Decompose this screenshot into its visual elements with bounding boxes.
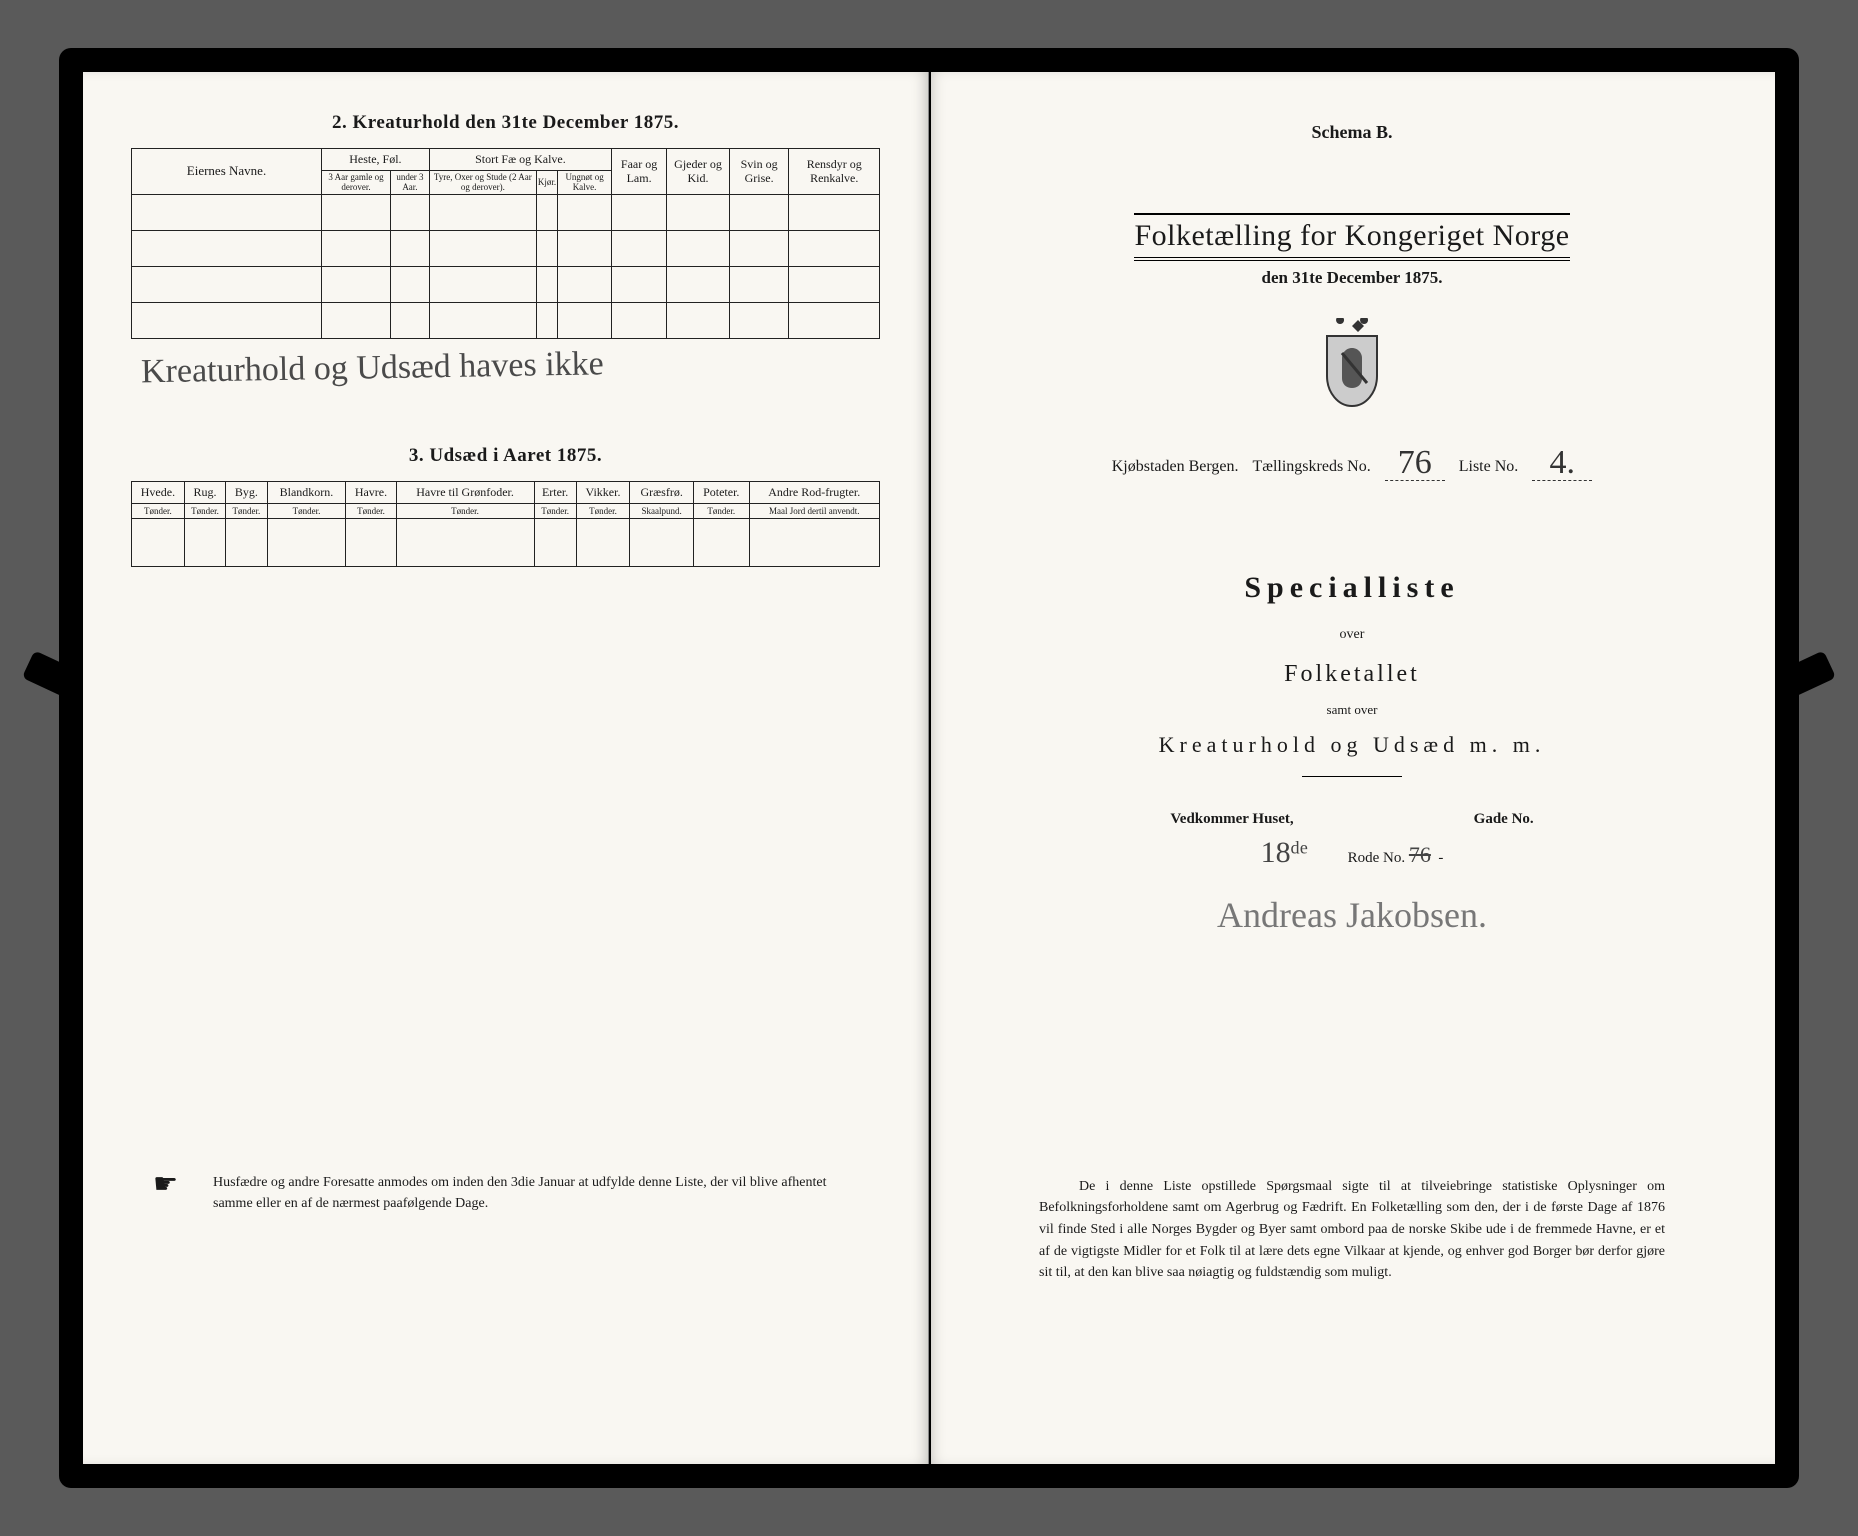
folketallet-heading: Folketallet xyxy=(977,661,1727,688)
book-frame: 2. Kreaturhold den 31te December 1875. E… xyxy=(59,48,1799,1488)
t3-col: Havre til Grønfoder. xyxy=(396,482,534,504)
location-row: Kjøbstaden Bergen. Tællingskreds No. 76 … xyxy=(977,442,1727,481)
t2-name-header: Eiernes Navne. xyxy=(132,149,322,195)
left-footer: Husfædre og andre Foresatte anmodes om i… xyxy=(153,1172,868,1214)
kjobstad-label: Kjøbstaden Bergen. xyxy=(1112,458,1239,476)
t3-col: Andre Rod-frugter. xyxy=(749,482,879,504)
huset-label: Vedkommer Huset, xyxy=(1170,811,1293,828)
left-footer-text: Husfædre og andre Foresatte anmodes om i… xyxy=(213,1175,826,1211)
taellingskreds-value: 76 xyxy=(1398,444,1432,481)
liste-label: Liste No. xyxy=(1459,458,1519,476)
t3-unit: Tønder. xyxy=(346,504,396,519)
taellingskreds-label: Tællingskreds No. xyxy=(1253,458,1371,476)
t3-unit: Tønder. xyxy=(693,504,749,519)
rode-label: Rode No. xyxy=(1348,850,1406,866)
huset-row: Vedkommer Huset, Gade No. xyxy=(977,811,1727,828)
gade-label: Gade No. xyxy=(1474,811,1534,828)
t3-col: Byg. xyxy=(226,482,267,504)
t3-unit: Tønder. xyxy=(132,504,185,519)
pointing-hand-icon xyxy=(153,1172,203,1194)
t3-col: Poteter. xyxy=(693,482,749,504)
t3-col: Havre. xyxy=(346,482,396,504)
census-subtitle: den 31te December 1875. xyxy=(977,268,1727,288)
book-spine xyxy=(929,48,931,1488)
huset-fill-row: 18ᵈᵉ Rode No. 76 - xyxy=(977,836,1727,870)
t3-col: Vikker. xyxy=(576,482,630,504)
t2-title: 2. Kreaturhold den 31te December 1875. xyxy=(131,112,880,134)
schema-label: Schema B. xyxy=(977,122,1727,143)
liste-value: 4. xyxy=(1550,444,1576,481)
t3-unit: Tønder. xyxy=(184,504,225,519)
right-page: Schema B. Folketælling for Kongeriget No… xyxy=(929,72,1775,1464)
t2-grp-rensdyr: Rensdyr og Renkalve. xyxy=(789,149,880,195)
kreaturhold-heading: Kreaturhold og Udsæd m. m. xyxy=(977,732,1727,758)
t3-unit: Tønder. xyxy=(267,504,346,519)
t2-sub-heste1: 3 Aar gamle og derover. xyxy=(322,171,391,195)
t3-col: Hvede. xyxy=(132,482,185,504)
t2-grp-heste: Heste, Føl. xyxy=(322,149,430,171)
table-kreaturhold: Eiernes Navne. Heste, Føl. Stort Fæ og K… xyxy=(131,148,880,339)
right-footer: De i denne Liste opstillede Spørgsmaal s… xyxy=(1039,1176,1665,1284)
specialliste-heading: Specialliste xyxy=(977,571,1727,605)
t2-grp-gjeder: Gjeder og Kid. xyxy=(667,149,730,195)
signature: Andreas Jakobsen. xyxy=(977,894,1727,936)
t2-sub-heste2: under 3 Aar. xyxy=(391,171,430,195)
over-text: over xyxy=(977,627,1727,643)
left-page: 2. Kreaturhold den 31te December 1875. E… xyxy=(83,72,929,1464)
t3-row xyxy=(132,519,880,567)
t2-sub-stort1: Tyre, Oxer og Stude (2 Aar og derover). xyxy=(429,171,536,195)
table-udsaed: Hvede. Rug. Byg. Blandkorn. Havre. Havre… xyxy=(131,481,880,567)
t2-row xyxy=(132,303,880,339)
coat-of-arms-icon xyxy=(1312,318,1392,418)
t2-grp-stort: Stort Fæ og Kalve. xyxy=(429,149,611,171)
right-footer-text: De i denne Liste opstillede Spørgsmaal s… xyxy=(1039,1176,1665,1284)
rode-value: 76 xyxy=(1409,842,1431,867)
t3-unit: Tønder. xyxy=(576,504,630,519)
t2-row xyxy=(132,231,880,267)
t3-unit: Tønder. xyxy=(534,504,576,519)
t2-sub-stort2: Kjør. xyxy=(536,171,557,195)
census-title: Folketælling for Kongeriget Norge xyxy=(1134,213,1569,258)
t2-row xyxy=(132,267,880,303)
samt-text: samt over xyxy=(977,702,1727,718)
specialliste-block: Specialliste over Folketallet samt over … xyxy=(977,571,1727,777)
t3-unit: Skaalpund. xyxy=(630,504,694,519)
t2-row xyxy=(132,195,880,231)
t3-unit: Tønder. xyxy=(226,504,267,519)
t2-handwritten-note: Kreaturhold og Udsæd haves ikke xyxy=(131,341,881,392)
t3-unit: Maal Jord dertil anvendt. xyxy=(749,504,879,519)
t2-grp-svin: Svin og Grise. xyxy=(729,149,789,195)
t3-unit: Tønder. xyxy=(396,504,534,519)
t3-col: Erter. xyxy=(534,482,576,504)
t3-col: Rug. xyxy=(184,482,225,504)
rule-divider xyxy=(1302,776,1402,777)
t2-grp-faar: Faar og Lam. xyxy=(612,149,667,195)
t3-col: Blandkorn. xyxy=(267,482,346,504)
huset-handwritten: 18ᵈᵉ xyxy=(1261,836,1308,869)
t2-sub-stort3: Ungnøt og Kalve. xyxy=(558,171,612,195)
t3-title: 3. Udsæd i Aaret 1875. xyxy=(131,445,880,467)
t3-col: Græsfrø. xyxy=(630,482,694,504)
